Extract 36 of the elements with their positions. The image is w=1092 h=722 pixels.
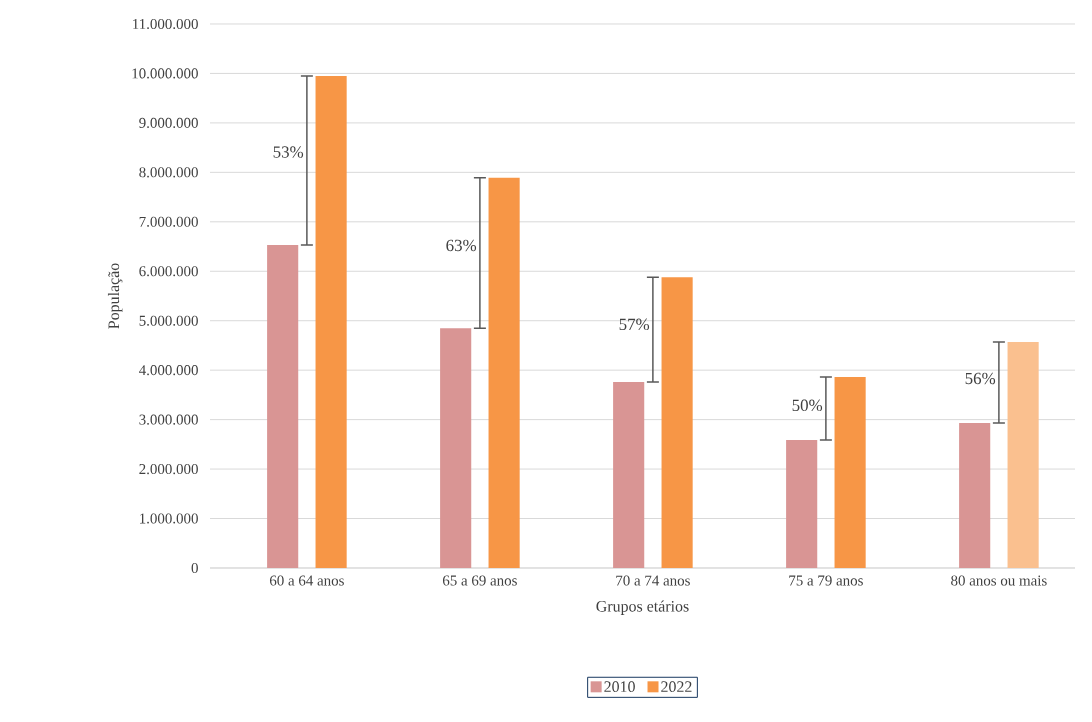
bar [661,277,693,568]
bar [315,75,347,568]
x-tick-label: 70 a 74 anos [616,575,690,586]
legend-label: 2022 [661,681,692,693]
bar [613,382,645,568]
y-tick-label: 4.000.000 [139,365,198,376]
x-tick-label: 80 anos ou mais [951,575,1047,586]
y-tick-label: 5.000.000 [139,315,198,326]
annotation: 57% [619,318,650,331]
bar [834,377,866,568]
bar [959,423,991,568]
bar [267,245,299,568]
x-tick-label: 60 a 64 anos [269,575,344,586]
y-axis-title: População [107,263,123,329]
annotation: 63% [446,239,477,252]
bar [440,328,472,568]
annotation: 50% [792,399,823,412]
y-tick-label: 2.000.000 [139,464,198,475]
y-tick-label: 8.000.000 [139,167,198,178]
y-tick-label: 7.000.000 [139,216,198,227]
bar [1007,341,1039,568]
y-tick-label: 3.000.000 [139,414,198,425]
x-tick-label: 75 a 79 anos [789,575,863,586]
bar [488,177,520,568]
y-tick-label: 10.000.000 [132,68,198,79]
bar [786,439,818,568]
y-tick-label: 6.000.000 [139,266,198,277]
y-tick-label: 11.000.000 [133,18,198,30]
x-axis-title: Grupos etários [596,600,689,615]
x-tick-label: 65 a 69 anos [442,575,517,586]
annotation: 53% [273,146,304,158]
annotation: 56% [965,372,996,385]
y-tick-label: 9.000.000 [139,117,198,128]
legend-label: 2010 [604,681,635,693]
y-tick-label: 0 [191,562,198,574]
y-tick-label: 1.000.000 [140,513,198,524]
